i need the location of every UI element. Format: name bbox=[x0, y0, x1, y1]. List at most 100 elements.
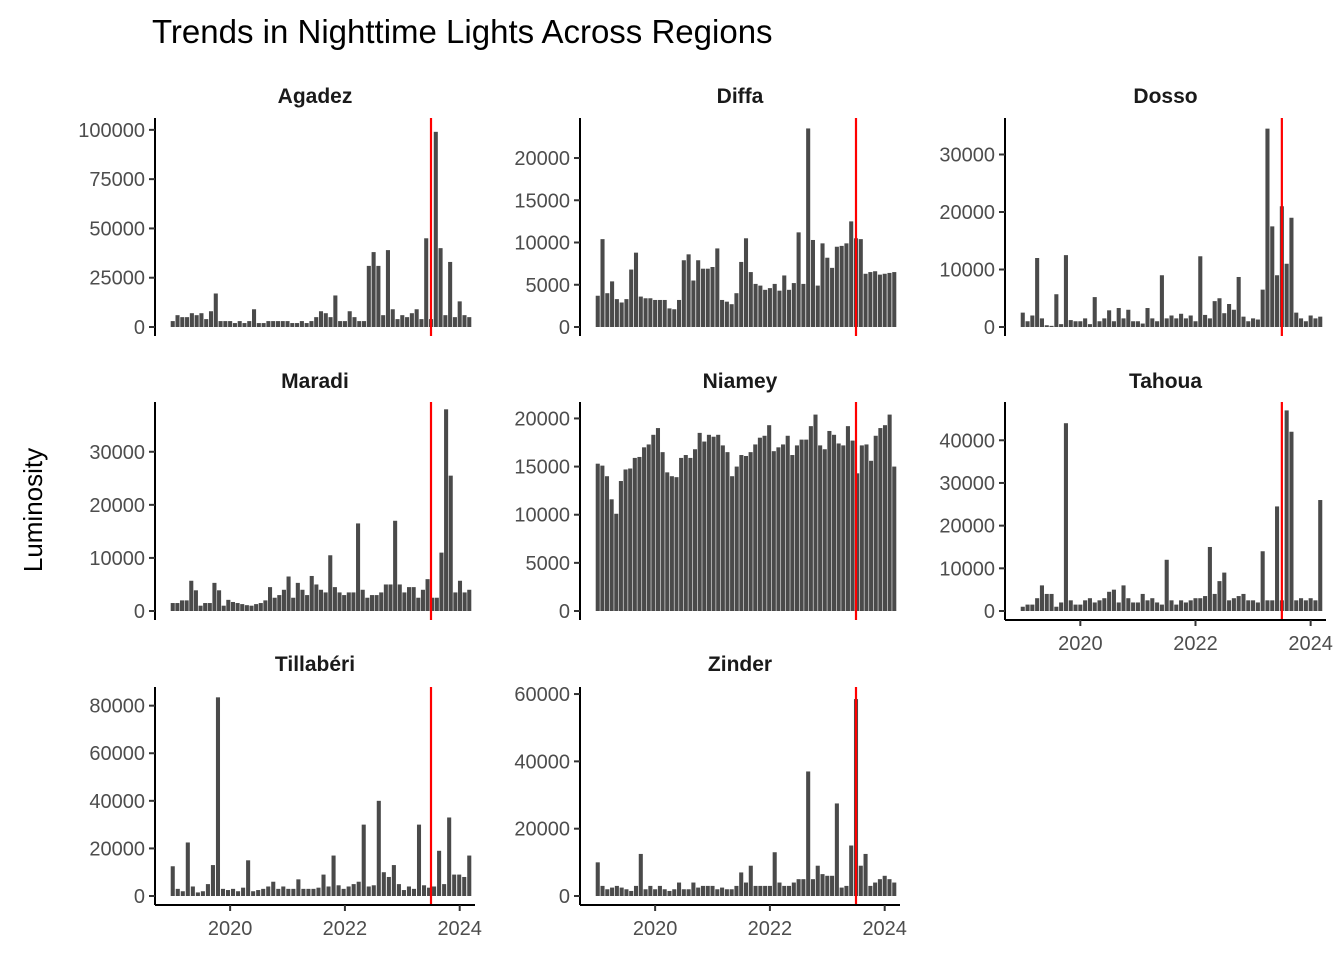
bar bbox=[1020, 606, 1025, 611]
bar bbox=[1207, 546, 1212, 611]
bar bbox=[600, 239, 605, 327]
x-tick-label: 2020 bbox=[208, 918, 253, 940]
bar bbox=[787, 885, 792, 896]
bar bbox=[739, 872, 744, 896]
bar bbox=[858, 239, 863, 327]
bar bbox=[753, 283, 758, 327]
bar bbox=[815, 865, 820, 896]
bar bbox=[782, 275, 787, 327]
bar bbox=[845, 426, 850, 611]
bar bbox=[1131, 602, 1136, 611]
bar bbox=[1039, 585, 1044, 611]
bar bbox=[1227, 600, 1232, 611]
bar bbox=[406, 886, 411, 896]
bar bbox=[1198, 256, 1203, 327]
bar bbox=[1078, 321, 1083, 327]
bar bbox=[662, 889, 667, 896]
bar bbox=[646, 444, 651, 611]
bar bbox=[393, 520, 398, 611]
y-tick-label: 20000 bbox=[939, 202, 995, 224]
bar bbox=[686, 254, 691, 327]
bar bbox=[379, 592, 384, 611]
bar bbox=[266, 886, 271, 896]
bar bbox=[864, 444, 869, 611]
bar bbox=[1102, 598, 1107, 611]
bar bbox=[365, 597, 370, 611]
bar bbox=[198, 605, 203, 611]
bar bbox=[887, 879, 892, 896]
bar bbox=[892, 466, 897, 611]
bar bbox=[1035, 598, 1040, 611]
bar bbox=[453, 592, 458, 611]
bar bbox=[604, 476, 610, 611]
bar bbox=[376, 800, 381, 896]
bar bbox=[1116, 308, 1121, 327]
bar bbox=[246, 860, 251, 896]
bar bbox=[834, 803, 839, 896]
bar bbox=[1289, 217, 1294, 327]
bar bbox=[1111, 589, 1116, 611]
bar bbox=[720, 299, 725, 327]
bar bbox=[1227, 304, 1232, 327]
bar bbox=[360, 589, 365, 611]
bar bbox=[729, 889, 734, 896]
bar bbox=[1035, 258, 1040, 327]
bar bbox=[841, 445, 846, 611]
bar bbox=[405, 317, 410, 327]
bar bbox=[235, 603, 240, 611]
y-tick-label: 5000 bbox=[526, 275, 571, 297]
y-tick-label: 20000 bbox=[89, 838, 145, 860]
bar bbox=[295, 582, 300, 611]
bar bbox=[758, 885, 763, 896]
x-tick-label: 2020 bbox=[633, 918, 678, 940]
bar bbox=[402, 592, 407, 611]
bar bbox=[1135, 602, 1140, 611]
bar bbox=[306, 888, 311, 896]
bar bbox=[820, 874, 825, 896]
bar bbox=[175, 888, 180, 896]
bar bbox=[791, 283, 796, 327]
bar bbox=[190, 886, 195, 896]
bar bbox=[873, 435, 878, 611]
bar bbox=[753, 885, 758, 896]
bar bbox=[873, 271, 878, 327]
bar bbox=[806, 128, 811, 327]
bar bbox=[609, 499, 614, 611]
bar bbox=[1145, 308, 1150, 327]
panel-agadez: Agadez 0 25000 50000 75000 100000 bbox=[78, 85, 472, 339]
bar bbox=[457, 580, 463, 611]
bar bbox=[882, 875, 887, 896]
bar bbox=[743, 455, 749, 611]
bar bbox=[323, 592, 328, 611]
chart-panels: Agadez0250005000075000100000Diffa0500010… bbox=[78, 85, 1333, 940]
bar bbox=[830, 267, 835, 327]
bar bbox=[208, 311, 214, 327]
bar bbox=[1049, 593, 1054, 611]
bar bbox=[411, 587, 416, 611]
bar bbox=[863, 273, 868, 327]
bar bbox=[794, 445, 799, 611]
bar bbox=[1241, 316, 1246, 327]
bar bbox=[1308, 315, 1313, 327]
bar bbox=[189, 580, 194, 611]
bar bbox=[342, 321, 347, 327]
bar bbox=[777, 290, 782, 327]
bar bbox=[220, 888, 226, 896]
bar bbox=[1275, 506, 1280, 611]
bar bbox=[624, 889, 629, 896]
panel-title: Niamey bbox=[703, 370, 778, 393]
bar bbox=[452, 874, 457, 896]
bar bbox=[672, 309, 677, 327]
y-tick-label: 30000 bbox=[939, 145, 995, 167]
bar bbox=[1068, 600, 1073, 611]
bar bbox=[1284, 263, 1289, 327]
bar bbox=[757, 437, 762, 611]
bar bbox=[1054, 606, 1059, 611]
bar bbox=[882, 273, 887, 327]
bar bbox=[715, 248, 720, 327]
bar bbox=[614, 513, 619, 611]
bar bbox=[240, 604, 245, 611]
bar bbox=[290, 323, 295, 327]
panel-niamey: Niamey 0 5000 10000 15000 20000 bbox=[514, 370, 897, 623]
bar bbox=[1155, 602, 1160, 611]
